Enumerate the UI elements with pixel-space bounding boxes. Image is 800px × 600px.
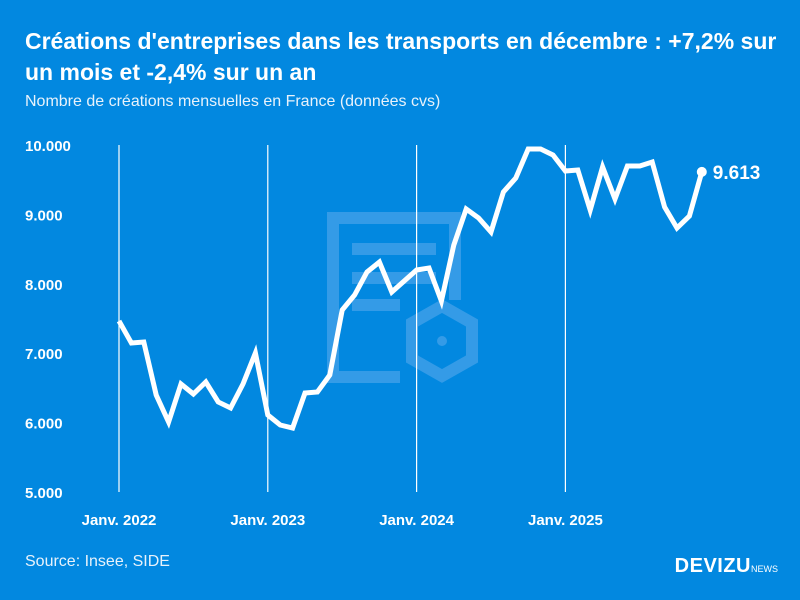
x-tick-label: Janv. 2022 (82, 512, 157, 529)
chart-subtitle: Nombre de créations mensuelles en France… (25, 93, 441, 110)
series-line (116, 146, 705, 431)
devizu-logo: DEVIZUNEWS (675, 555, 778, 578)
logo-main: DEVIZU (674, 555, 751, 577)
y-tick-label: 8.000 (25, 277, 63, 294)
y-tick-label: 6.000 (25, 416, 63, 433)
end-point (696, 166, 707, 177)
chart-title: Créations d'entreprises dans les transpo… (25, 28, 777, 85)
y-tick-label: 9.000 (25, 207, 63, 224)
y-tick-label: 10.000 (25, 138, 71, 155)
logo-suffix: NEWS (751, 564, 778, 574)
x-tick-label: Janv. 2024 (379, 512, 454, 529)
y-tick-label: 5.000 (25, 485, 63, 502)
end-value-label: 9.613 (713, 163, 761, 184)
source-note: Source: Insee, SIDE (25, 553, 170, 570)
x-tick-label: Janv. 2023 (230, 512, 305, 529)
y-tick-label: 7.000 (25, 346, 63, 363)
x-tick-label: Janv. 2025 (528, 512, 603, 529)
